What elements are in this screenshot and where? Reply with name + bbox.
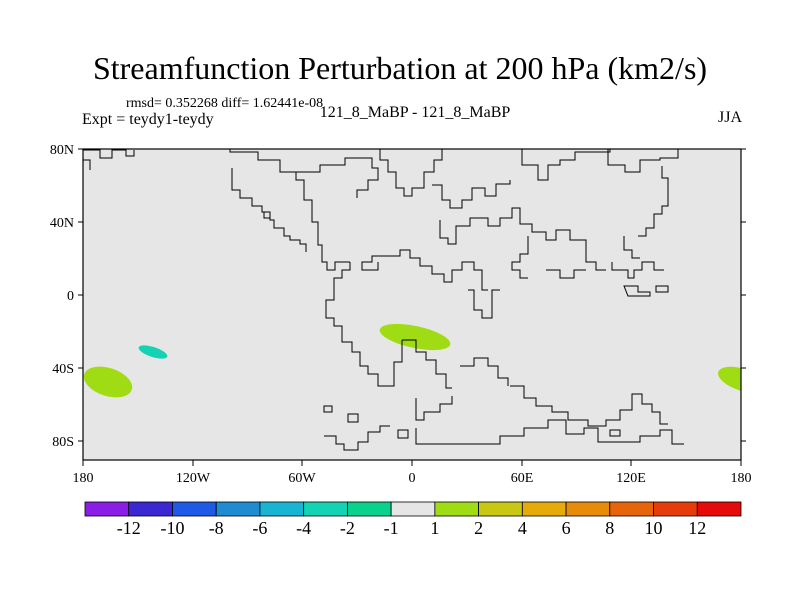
colorbar-swatch xyxy=(84,501,130,517)
colorbar-label: 8 xyxy=(605,518,614,538)
lon-ticks xyxy=(82,460,742,466)
colorbar-swatch xyxy=(434,501,480,517)
colorbar-label: -2 xyxy=(340,518,355,538)
lat-label-40n: 40N xyxy=(50,216,74,231)
experiment-label: Expt = teydy1-teydy xyxy=(82,111,214,128)
lat-label-40s: 40S xyxy=(52,362,74,377)
lon-label-180w: 180 xyxy=(73,471,94,486)
colorbar-label: 10 xyxy=(645,518,663,538)
colorbar-label: -6 xyxy=(252,518,267,538)
colorbar-label: 1 xyxy=(430,518,439,538)
lon-label-60w: 60W xyxy=(288,471,316,486)
map-background xyxy=(83,149,741,460)
colorbar-swatch xyxy=(215,501,261,517)
coastlines xyxy=(83,149,684,451)
colorbar-swatch xyxy=(696,501,742,517)
colorbar-swatch xyxy=(565,501,611,517)
colorbar-swatch xyxy=(609,501,654,517)
colorbar-label: -4 xyxy=(296,518,311,538)
anomaly-dateline-positive xyxy=(718,366,741,394)
colorbar-label: -8 xyxy=(209,518,224,538)
colorbar-label: -10 xyxy=(160,518,184,538)
lon-label-180e: 180 xyxy=(731,471,752,486)
case-label: 121_8_MaBP - 121_8_MaBP xyxy=(319,104,511,121)
colorbar-swatch xyxy=(653,501,698,517)
lat-label-80s: 80S xyxy=(52,435,74,450)
colorbar-swatch xyxy=(303,501,348,517)
lon-label-0: 0 xyxy=(409,471,416,486)
lat-label-80n: 80N xyxy=(50,143,74,158)
colorbar-label: 2 xyxy=(474,518,483,538)
colorbar-label: 4 xyxy=(518,518,527,538)
colorbar-label: -1 xyxy=(384,518,399,538)
colorbar-label: 12 xyxy=(688,518,706,538)
anomaly-south-pacific-negative xyxy=(138,345,168,359)
colorbar-swatch xyxy=(346,501,392,517)
lon-label-120e: 120E xyxy=(616,471,646,486)
anomaly-south-pacific-positive xyxy=(83,366,133,398)
colorbar-swatch xyxy=(172,501,217,517)
season-label: JJA xyxy=(717,109,742,126)
anomaly-layer xyxy=(83,323,741,398)
colorbar-label: 6 xyxy=(562,518,571,538)
lat-label-0: 0 xyxy=(67,289,74,304)
colorbar-swatch xyxy=(521,501,567,517)
lon-label-60e: 60E xyxy=(511,471,534,486)
colorbar-label: -12 xyxy=(117,518,141,538)
lat-ticks xyxy=(78,148,746,442)
colorbar: -12 -10 -8 -6 -4 -2 -1 1 2 4 6 8 10 12 xyxy=(84,501,742,538)
lon-label-120w: 120W xyxy=(176,471,211,486)
colorbar-swatch xyxy=(390,501,436,517)
anomaly-south-atlantic-africa-positive xyxy=(379,323,451,351)
colorbar-swatch xyxy=(478,501,523,517)
colorbar-swatch xyxy=(259,501,305,517)
rmsd-diff-stats: rmsd= 0.352268 diff= 1.62441e-08 xyxy=(126,96,324,111)
colorbar-swatch xyxy=(128,501,173,517)
plot-title: Streamfunction Perturbation at 200 hPa (… xyxy=(92,50,708,86)
